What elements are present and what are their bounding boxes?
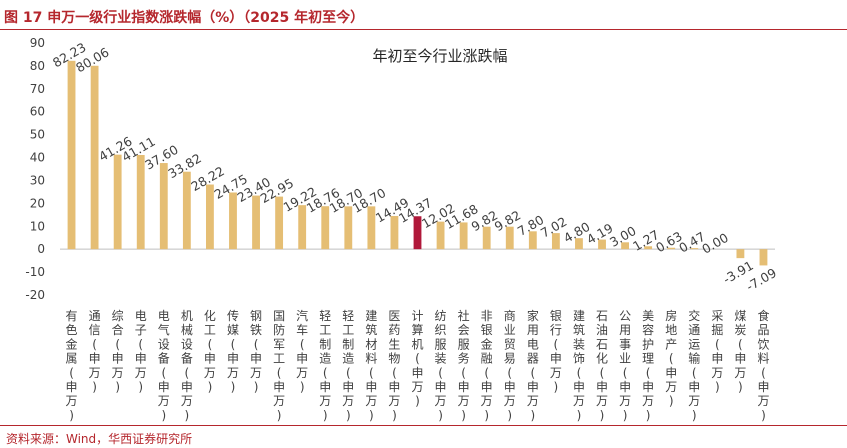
y-tick-label: -10 <box>25 265 45 279</box>
x-tick-label: 通信(申万) <box>89 309 101 394</box>
x-tick-label: 建筑材料(申万) <box>365 309 377 422</box>
bar <box>667 247 676 250</box>
x-tick-label: 轻工制造(申万) <box>319 309 331 422</box>
bar <box>736 249 745 259</box>
bar <box>90 65 99 250</box>
bar <box>690 248 699 250</box>
x-tick-label: 国防军工(申万) <box>273 309 285 422</box>
bar <box>390 215 399 250</box>
y-tick-label: 20 <box>30 196 45 210</box>
bar <box>252 195 260 250</box>
bar <box>621 242 630 250</box>
bar <box>159 163 168 250</box>
y-tick-label: 30 <box>30 173 45 187</box>
x-tick-label: 机械设备(申万) <box>181 309 193 422</box>
y-tick-label: 80 <box>30 59 45 73</box>
bar <box>436 221 445 250</box>
x-tick-label: 建筑装饰(申万) <box>573 309 585 422</box>
x-tick-label: 商业贸易(申万) <box>504 308 516 422</box>
bar <box>528 231 537 250</box>
bar <box>551 233 560 250</box>
x-tick-label: 汽车(申万) <box>296 308 308 394</box>
x-tick-label: 综合(申万) <box>112 309 124 394</box>
bar <box>182 171 191 250</box>
bar <box>229 192 237 250</box>
y-tick-label: 10 <box>30 219 45 233</box>
bar <box>298 205 307 250</box>
x-tick-label: 美容护理(申万) <box>642 309 654 422</box>
x-tick-label: 计算机(申万) <box>411 309 423 408</box>
x-tick-label: 家用电器(申万) <box>527 308 539 422</box>
data-label: 0.00 <box>699 230 731 257</box>
figure-header: 图 17 申万一级行业指数涨跌幅（%）（2025 年初至今） <box>0 0 847 30</box>
bar <box>113 154 122 250</box>
y-tick-label: 60 <box>30 105 45 119</box>
y-tick-label: 70 <box>30 82 45 96</box>
source-note: 资料来源：Wind，华西证券研究所 <box>6 432 193 446</box>
y-tick-label: 40 <box>30 151 45 165</box>
x-tick-label: 医药生物(申万) <box>388 309 400 422</box>
y-tick-label: 0 <box>37 242 45 256</box>
bar <box>344 206 353 250</box>
x-tick-label: 有色金属(申万) <box>66 309 78 422</box>
x-tick-label: 公用事业(申万) <box>619 309 631 422</box>
x-tick-label: 房地产(申万) <box>665 308 677 408</box>
y-tick-label: 90 <box>30 36 45 50</box>
chart-title: 年初至今行业涨跌幅 <box>372 47 507 65</box>
x-tick-label: 传媒(申万) <box>227 308 239 394</box>
x-tick-label: 钢铁(申万) <box>250 309 262 394</box>
bar <box>367 206 376 250</box>
x-tick-label: 采掘(申万) <box>711 309 723 394</box>
x-tick-label: 轻工制造(申万) <box>342 309 354 422</box>
bar <box>759 249 768 266</box>
x-tick-label: 交通运输(申万) <box>688 308 700 422</box>
x-tick-label: 社会服务(申万) <box>458 308 470 422</box>
x-tick-label: 化工(申万) <box>204 309 216 394</box>
y-tick-label: 50 <box>30 128 45 142</box>
x-tick-label: 煤炭(申万) <box>734 309 746 394</box>
x-tick-label: 纺织服装(申万) <box>435 309 447 422</box>
bar <box>136 155 145 250</box>
x-tick-label: 石油石化(申万) <box>596 309 608 422</box>
x-tick-label: 电气设备(申万) <box>158 309 170 422</box>
bar <box>482 226 491 250</box>
bar <box>505 226 514 250</box>
footer-rule <box>0 425 847 426</box>
bar <box>459 222 468 250</box>
y-tick-label: -20 <box>25 288 45 302</box>
header-rule <box>0 29 847 30</box>
x-tick-label: 食品饮料(申万) <box>757 308 769 422</box>
bar <box>205 184 214 250</box>
x-tick-label: 非银金融(申万) <box>481 309 493 422</box>
bar <box>321 206 330 250</box>
bar <box>67 60 76 250</box>
bar <box>575 238 583 250</box>
x-tick-label: 银行(申万) <box>550 309 562 394</box>
bar <box>275 196 284 250</box>
bar <box>413 216 422 250</box>
bar <box>598 239 606 250</box>
x-tick-label: 电子(申万) <box>135 309 147 394</box>
bar <box>644 246 653 250</box>
figure-title: 图 17 申万一级行业指数涨跌幅（%）（2025 年初至今） <box>4 10 365 26</box>
